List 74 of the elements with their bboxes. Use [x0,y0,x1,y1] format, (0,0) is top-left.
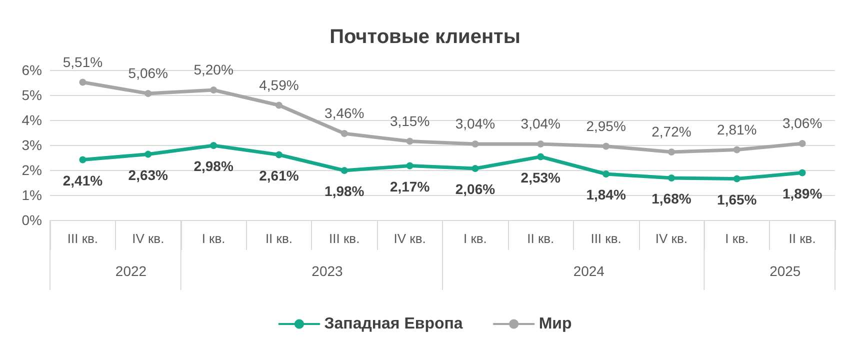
legend-label: Западная Европа [324,316,463,332]
data-label: 1,84% [586,186,626,202]
text: 2025 [770,263,801,279]
y-tick-label: 6% [22,62,42,78]
data-label: 3,04% [455,116,496,132]
x-tick-label: III кв. [329,231,360,246]
point [210,86,218,94]
data-label: 5,51% [62,54,103,70]
y-tick-label: 5% [22,87,42,103]
x-tick-label: I кв. [202,231,226,246]
x-tick-label: IV кв. [394,231,426,246]
y-tick-label: 2% [22,162,42,178]
x-tick-label: III кв. [67,231,98,246]
data-label: 2,98% [194,158,234,174]
point [602,142,610,150]
point [144,150,152,158]
x-tick-label: II кв. [527,231,554,246]
x-tick-label: III кв. [590,231,622,246]
data-label: 2,81% [717,121,757,138]
point [144,90,152,97]
data-label: 2,63% [128,166,169,183]
text: 2024 [573,263,605,279]
y-tick-label: 0% [22,212,42,228]
data-label: 5,20% [194,62,234,78]
data-label: 3,06% [782,115,822,131]
point [537,153,544,160]
point [210,142,218,149]
data-label: 1,89% [782,185,823,202]
point [668,174,675,182]
data-label: 4,59% [259,76,299,93]
data-label: 3,04% [520,116,560,132]
point [275,102,282,109]
x-tick-label: IV кв. [655,231,688,246]
x-tick-label: I кв. [725,231,749,246]
point [798,169,806,176]
point [340,167,348,174]
data-label: 2,61% [259,167,300,184]
data-label: 5,06% [128,65,168,81]
x-tick-label: II кв. [788,231,816,246]
point [472,140,479,148]
data-label: 2,95% [586,118,626,134]
chart-title: Почтовые клиенты [330,26,520,48]
point [668,148,675,156]
point [733,146,740,154]
text: 2022 [115,263,147,279]
x-tick-label: II кв. [265,231,292,246]
data-label: 2,41% [62,172,104,188]
text: 2023 [312,263,344,279]
data-label: 1,65% [717,191,758,208]
data-label: 2,72% [652,124,692,140]
data-label: 2,53% [520,169,562,186]
y-tick-label: 4% [22,112,42,128]
point [275,151,282,158]
point [602,170,610,178]
data-label: 3,15% [390,112,430,129]
point [733,175,740,182]
data-label: 1,98% [324,183,365,199]
data-label: 1,68% [652,190,692,206]
point [79,156,86,164]
point [406,138,414,145]
data-label: 2,17% [390,178,430,194]
point [406,162,414,170]
point [79,78,86,86]
x-tick-label: I кв. [463,231,487,246]
data-label: 2,06% [455,181,496,197]
y-tick-label: 3% [22,137,42,153]
legend-label: Мир [538,316,572,332]
x-tick-label: IV кв. [132,231,164,246]
point [798,140,806,147]
point [340,130,348,137]
point [537,140,544,148]
y-tick-label: 1% [22,187,42,203]
data-label: 3,46% [324,105,364,121]
point [472,165,479,172]
